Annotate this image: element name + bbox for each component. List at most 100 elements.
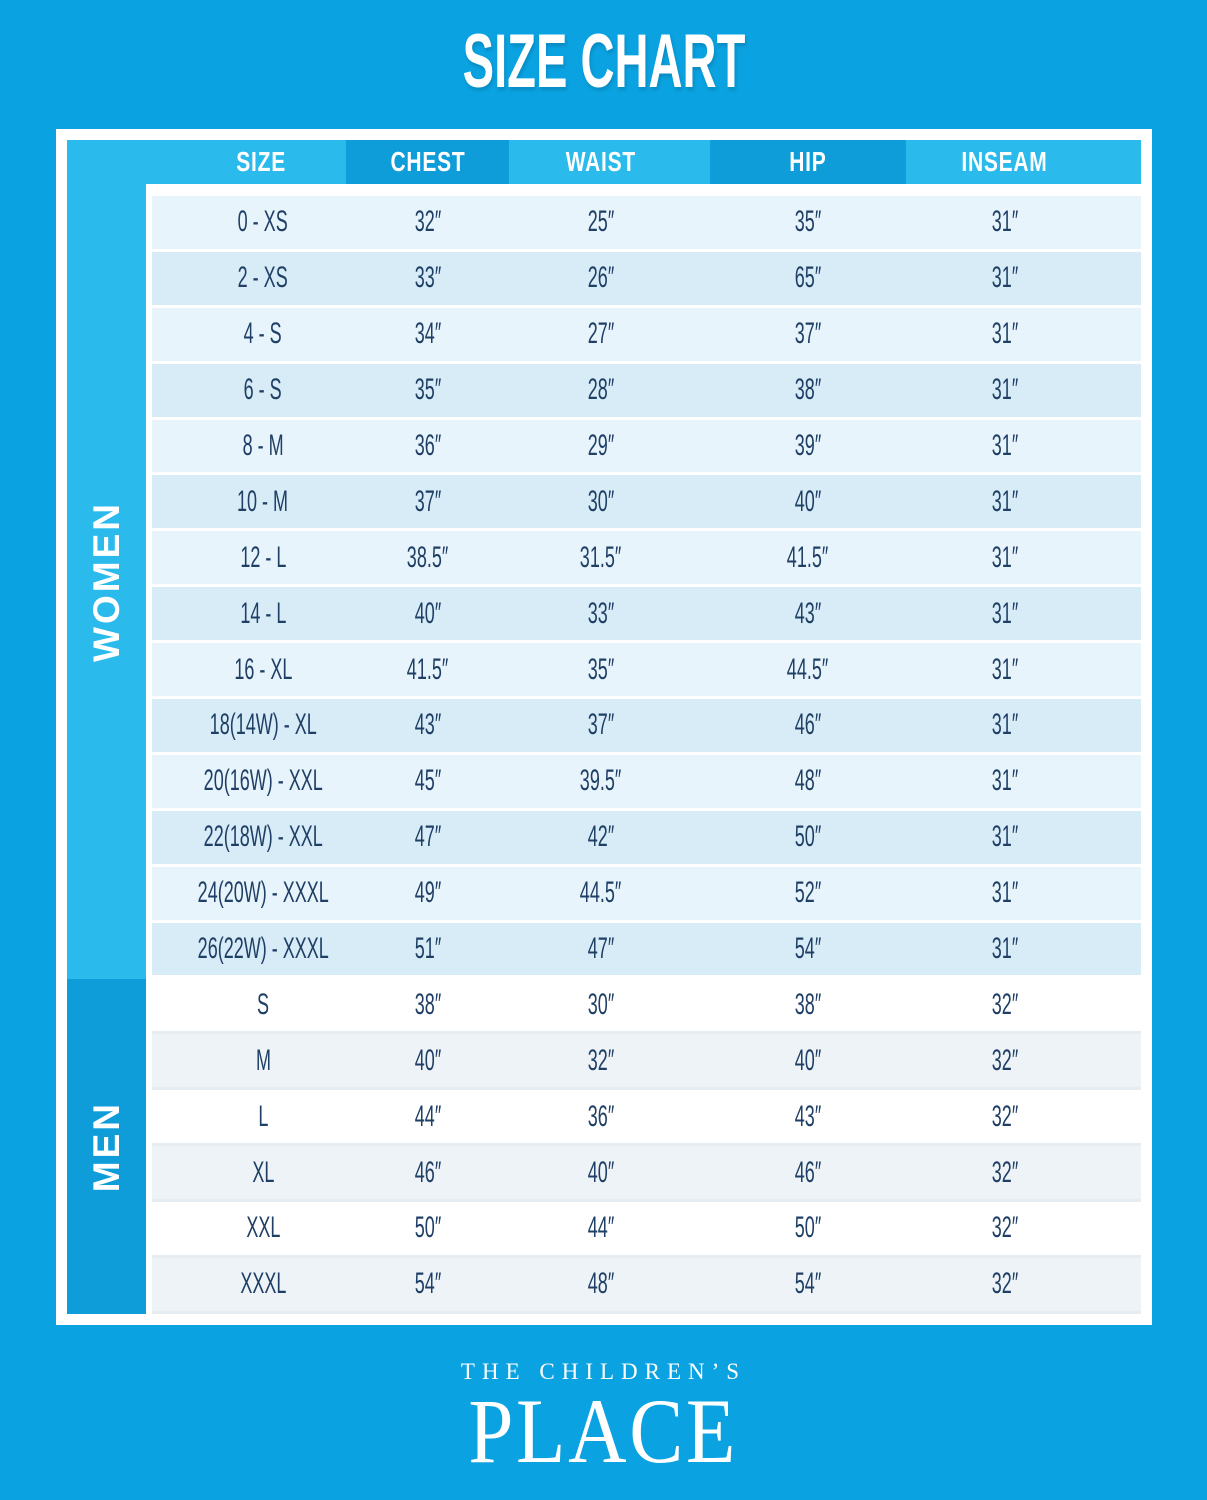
cell-chest-value: 47″ xyxy=(414,820,441,854)
table-row: 0 - XS 32″ 25″ 35″ 31″ xyxy=(152,196,1141,252)
table-row: 26(22W) - XXXL 51″ 47″ 54″ 31″ xyxy=(152,922,1141,979)
cell-waist: 28″ xyxy=(509,364,710,417)
cell-hip-value: 54″ xyxy=(794,1267,822,1301)
table-rows: 0 - XS 32″ 25″ 35″ 31″ 2 - XS 33″ 26″ 65″ 31″ 4 - … xyxy=(152,184,1141,1314)
cell-size: XL xyxy=(152,1146,346,1199)
column-header-inseam-label: INSEAM xyxy=(961,146,1048,177)
column-header-size-label: SIZE xyxy=(236,146,286,177)
cell-chest: 50″ xyxy=(346,1202,509,1255)
cell-chest-value: 46″ xyxy=(414,1155,441,1189)
table-row: 6 - S 35″ 28″ 38″ 31″ xyxy=(152,363,1141,420)
table-row: S 38″ 30″ 38″ 32″ xyxy=(152,978,1141,1035)
cell-size: M xyxy=(152,1034,346,1087)
cell-waist-value: 27″ xyxy=(587,317,614,351)
cell-size-value: 24(20W) - XXXL xyxy=(197,876,329,910)
cell-waist: 29″ xyxy=(509,420,710,473)
cell-size-value: 10 - M xyxy=(237,484,289,518)
cell-inseam-value: 31″ xyxy=(991,429,1018,462)
cell-inseam-value: 32″ xyxy=(991,1211,1018,1245)
cell-hip-value: 38″ xyxy=(794,987,822,1021)
cell-chest: 47″ xyxy=(346,811,509,864)
cell-inseam: 31″ xyxy=(906,755,1141,808)
cell-chest: 41.5″ xyxy=(346,643,509,696)
cell-size: 0 - XS xyxy=(152,196,346,249)
table-row: 18(14W) - XL 43″ 37″ 46″ 31″ xyxy=(152,699,1141,755)
cell-waist-value: 35″ xyxy=(587,652,614,686)
brand-name-top: THE CHILDREN’S xyxy=(460,1359,747,1384)
cell-inseam: 31″ xyxy=(906,923,1141,976)
cell-waist-value: 44″ xyxy=(587,1211,614,1245)
cell-waist: 47″ xyxy=(509,923,710,976)
cell-hip-value: 43″ xyxy=(794,1099,822,1133)
cell-hip-value: 46″ xyxy=(794,708,822,742)
cell-chest: 38.5″ xyxy=(346,531,509,584)
cell-size-value: 0 - XS xyxy=(237,205,289,239)
column-header-inseam: INSEAM xyxy=(906,140,1141,184)
cell-size-value: XL xyxy=(251,1155,275,1189)
cell-waist-value: 28″ xyxy=(587,373,614,407)
cell-inseam-value: 31″ xyxy=(991,764,1018,798)
cell-hip-value: 48″ xyxy=(794,764,822,798)
page-title-text: SIZE CHART xyxy=(462,19,745,104)
cell-chest: 45″ xyxy=(346,755,509,808)
cell-size: 10 - M xyxy=(152,475,346,528)
cell-hip-value: 41.5″ xyxy=(787,540,829,574)
cell-hip: 48″ xyxy=(710,755,906,808)
cell-waist: 30″ xyxy=(509,475,710,528)
cell-chest: 35″ xyxy=(346,364,509,417)
table-row: 10 - M 37″ 30″ 40″ 31″ xyxy=(152,475,1141,532)
cell-waist: 40″ xyxy=(509,1146,710,1199)
cell-chest-value: 35″ xyxy=(414,373,441,407)
section-sidebar: WOMEN MEN xyxy=(67,184,146,1314)
cell-chest-value: 34″ xyxy=(414,317,441,351)
cell-waist-value: 30″ xyxy=(587,484,614,518)
cell-chest-value: 45″ xyxy=(414,764,441,798)
cell-inseam-value: 31″ xyxy=(991,596,1018,630)
cell-waist-value: 29″ xyxy=(587,429,614,462)
cell-waist-value: 42″ xyxy=(587,820,614,854)
cell-hip-value: 65″ xyxy=(794,261,822,295)
cell-waist: 25″ xyxy=(509,196,710,249)
cell-inseam-value: 31″ xyxy=(991,932,1018,966)
column-header-hip: HIP xyxy=(710,140,906,184)
cell-chest-value: 41.5″ xyxy=(406,652,449,686)
cell-waist-value: 25″ xyxy=(587,205,614,239)
cell-chest: 34″ xyxy=(346,308,509,361)
cell-size-value: 16 - XL xyxy=(233,652,293,686)
cell-waist: 48″ xyxy=(509,1258,710,1311)
cell-chest-value: 37″ xyxy=(414,484,441,518)
cell-waist: 42″ xyxy=(509,811,710,864)
table-row: XL 46″ 40″ 46″ 32″ xyxy=(152,1146,1141,1203)
cell-chest: 44″ xyxy=(346,1090,509,1143)
cell-chest: 38″ xyxy=(346,978,509,1031)
cell-inseam: 32″ xyxy=(906,1034,1141,1087)
column-header-chest-label: CHEST xyxy=(390,146,465,177)
cell-hip: 38″ xyxy=(710,978,906,1031)
cell-hip: 52″ xyxy=(710,867,906,920)
cell-size-value: M xyxy=(255,1043,271,1077)
table-header-row: SIZE CHEST WAIST HIP INSEAM xyxy=(67,140,1141,184)
size-table: SIZE CHEST WAIST HIP INSEAM WOME xyxy=(67,140,1141,1314)
cell-inseam-value: 32″ xyxy=(991,1043,1018,1077)
cell-chest: 32″ xyxy=(346,196,509,249)
table-row: XXXL 54″ 48″ 54″ 32″ xyxy=(152,1257,1141,1314)
cell-chest-value: 40″ xyxy=(414,596,441,630)
cell-hip: 38″ xyxy=(710,364,906,417)
cell-chest-value: 54″ xyxy=(414,1267,441,1301)
cell-hip: 46″ xyxy=(710,699,906,752)
cell-waist-value: 37″ xyxy=(587,708,614,742)
cell-chest: 54″ xyxy=(346,1258,509,1311)
cell-waist-value: 40″ xyxy=(587,1155,614,1189)
cell-inseam: 31″ xyxy=(906,811,1141,864)
section-men: MEN xyxy=(67,979,146,1314)
cell-size: 26(22W) - XXXL xyxy=(152,923,346,976)
section-men-label: MEN xyxy=(85,1100,127,1193)
size-table-frame: SIZE CHEST WAIST HIP INSEAM WOME xyxy=(56,129,1152,1325)
column-header-waist: WAIST xyxy=(509,140,710,184)
cell-chest-value: 38.5″ xyxy=(406,540,449,574)
cell-waist: 37″ xyxy=(509,699,710,752)
cell-chest-value: 40″ xyxy=(414,1043,441,1077)
cell-inseam-value: 31″ xyxy=(991,876,1018,910)
cell-size-value: 18(14W) - XL xyxy=(209,708,317,742)
